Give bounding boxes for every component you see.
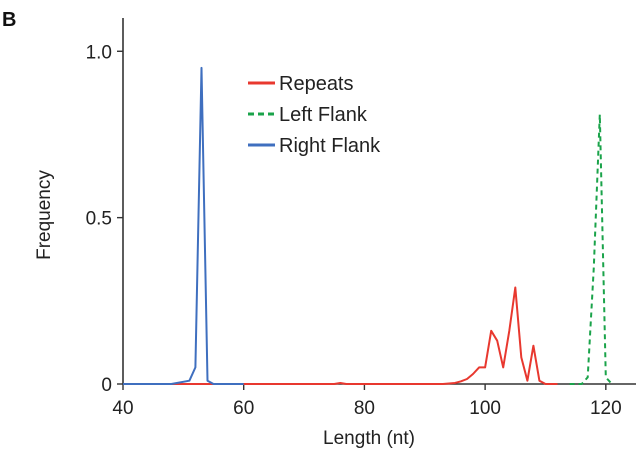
panel-label: B	[2, 9, 16, 31]
legend-label-right-flank: Right Flank	[279, 135, 381, 157]
x-tick-label: 80	[354, 398, 375, 419]
y-axis-label: Frequency	[34, 170, 55, 260]
legend-item-left-flank: Left Flank	[248, 104, 368, 126]
y-tick-label: 0	[101, 375, 112, 396]
x-axis-ticks: 40 60 80 100 120	[112, 384, 622, 419]
y-tick-label: 1.0	[86, 42, 112, 63]
x-tick-label: 120	[590, 398, 622, 419]
x-tick-label: 100	[469, 398, 501, 419]
legend-label-left-flank: Left Flank	[279, 104, 368, 126]
x-tick-label: 40	[112, 398, 133, 419]
x-tick-label: 60	[233, 398, 254, 419]
legend-item-right-flank: Right Flank	[248, 135, 381, 157]
legend: Repeats Left Flank Right Flank	[248, 73, 381, 157]
y-tick-label: 0.5	[86, 209, 112, 230]
legend-item-repeats: Repeats	[248, 73, 354, 95]
series-line-left-flank	[569, 113, 613, 385]
legend-label-repeats: Repeats	[279, 73, 354, 95]
series-line-right-flank	[123, 66, 244, 385]
x-axis-label: Length (nt)	[323, 428, 415, 449]
series-lines	[123, 66, 613, 385]
y-axis-ticks: 0 0.5 1.0	[86, 42, 123, 396]
series-line-repeats	[123, 286, 558, 385]
